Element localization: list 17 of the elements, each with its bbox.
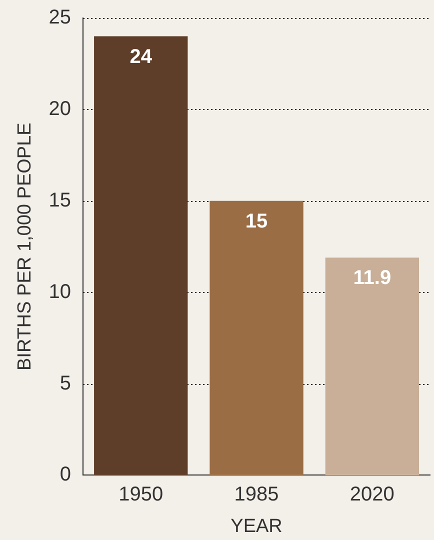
y-tick-label: 25 (48, 6, 72, 29)
data-label: 24 (130, 46, 153, 68)
x-tick-label: 1985 (234, 484, 279, 506)
x-tick-label: 2020 (350, 484, 394, 506)
y-tick-label: 20 (48, 98, 72, 120)
bar (325, 258, 420, 476)
x-axis-title: YEAR (230, 516, 282, 537)
y-tick-label: 10 (48, 280, 72, 303)
bar (94, 36, 188, 476)
bar (210, 200, 304, 476)
y-tick-label: 5 (60, 372, 72, 394)
data-label: 11.9 (353, 267, 392, 290)
y-tick-label: 0 (60, 464, 72, 486)
y-axis-title: BIRTHS PER 1,000 PEOPLE (14, 122, 36, 371)
data-label: 15 (245, 210, 268, 232)
x-tick-label: 1950 (118, 484, 164, 506)
y-tick-label: 15 (48, 189, 72, 212)
